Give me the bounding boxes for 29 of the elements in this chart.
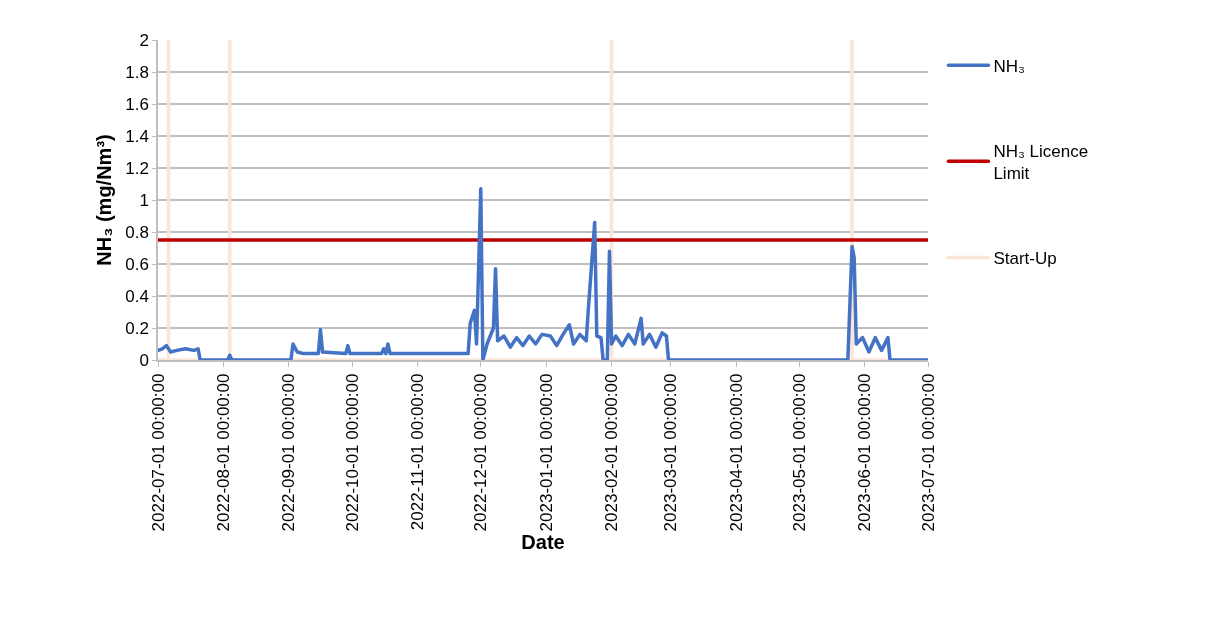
y-tick-label: 1.2 <box>125 158 149 178</box>
x-tick-label: 2023-07-01 00:00:00 <box>918 373 938 532</box>
x-tick-label: 2022-10-01 00:00:00 <box>342 373 362 532</box>
x-tick-label: 2023-02-01 00:00:00 <box>602 373 622 532</box>
x-tick-label: 2023-06-01 00:00:00 <box>855 373 875 532</box>
legend-label: NH₃ Licence Limit <box>993 141 1089 183</box>
x-tick-label: 2023-05-01 00:00:00 <box>789 373 809 532</box>
x-tick-label: 2022-08-01 00:00:00 <box>213 373 233 532</box>
y-tick-label: 0.4 <box>125 286 149 306</box>
y-axis-title: NH₃ (mg/Nm³) <box>93 134 116 266</box>
y-tick-label: 0.6 <box>125 254 149 274</box>
y-tick-label: 0.8 <box>125 222 149 242</box>
y-tick-label: 1.8 <box>125 62 149 82</box>
y-tick-label: 1.4 <box>125 126 149 146</box>
x-tick-label: 2023-01-01 00:00:00 <box>536 373 556 532</box>
y-tick-label: 1.6 <box>125 94 149 114</box>
y-tick-label: 0 <box>139 350 149 370</box>
x-tick-label: 2022-12-01 00:00:00 <box>471 373 491 532</box>
y-tick-label: 1 <box>139 190 149 210</box>
y-tick-label: 2 <box>139 30 149 50</box>
x-axis-title: Date <box>521 531 565 554</box>
x-tick-label: 2023-03-01 00:00:00 <box>661 373 681 532</box>
x-tick-label: 2022-11-01 00:00:00 <box>408 373 428 531</box>
y-tick-label: 0.2 <box>125 318 149 338</box>
x-tick-label: 2022-09-01 00:00:00 <box>279 373 299 532</box>
legend-label: Start-Up <box>993 249 1057 269</box>
legend-label: NH₃ <box>993 56 1025 76</box>
x-tick-label: 2022-07-01 00:00:00 <box>148 373 168 532</box>
x-tick-label: 2023-04-01 00:00:00 <box>726 373 746 532</box>
